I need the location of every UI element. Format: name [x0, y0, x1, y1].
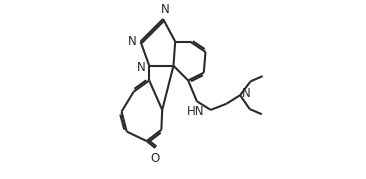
Text: HN: HN	[187, 105, 205, 118]
Text: N: N	[128, 35, 137, 48]
Text: N: N	[160, 3, 169, 16]
Text: N: N	[137, 61, 146, 74]
Text: N: N	[242, 87, 251, 100]
Text: O: O	[151, 152, 160, 165]
